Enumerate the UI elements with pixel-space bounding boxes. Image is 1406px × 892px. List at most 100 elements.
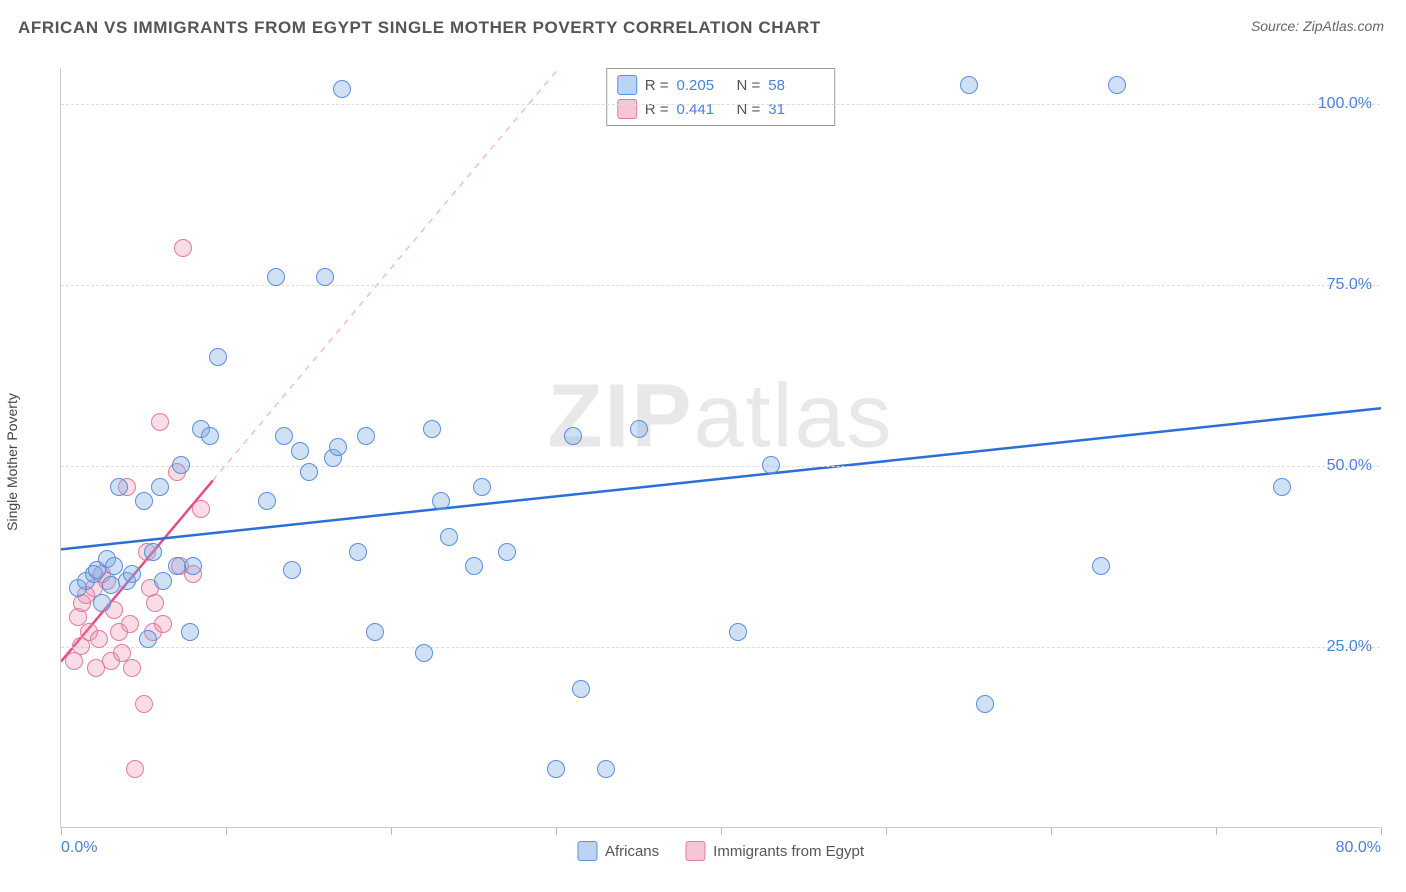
data-point-blue (275, 427, 293, 445)
data-point-blue (172, 456, 190, 474)
data-point-blue (597, 760, 615, 778)
gridline (61, 104, 1380, 105)
legend-correlation: R = 0.205 N = 58 R = 0.441 N = 31 (606, 68, 836, 126)
source-attribution: Source: ZipAtlas.com (1251, 18, 1384, 34)
data-point-blue (498, 543, 516, 561)
legend-swatch-pink (617, 99, 637, 119)
data-point-blue (135, 492, 153, 510)
gridline (61, 466, 1380, 467)
x-tick (721, 827, 722, 835)
y-tick-label: 75.0% (1327, 276, 1372, 294)
chart-title: AFRICAN VS IMMIGRANTS FROM EGYPT SINGLE … (18, 18, 821, 38)
x-tick (226, 827, 227, 835)
x-tick (886, 827, 887, 835)
data-point-blue (465, 557, 483, 575)
data-point-pink (192, 500, 210, 518)
legend-swatch-pink (685, 841, 705, 861)
data-point-blue (168, 557, 186, 575)
legend-label-pink: Immigrants from Egypt (713, 843, 864, 860)
data-point-blue (181, 623, 199, 641)
gridline (61, 285, 1380, 286)
data-point-blue (547, 760, 565, 778)
data-point-blue (209, 348, 227, 366)
x-tick (1051, 827, 1052, 835)
data-point-blue (572, 680, 590, 698)
watermark-bold: ZIP (547, 367, 693, 467)
data-point-blue (960, 76, 978, 94)
data-point-blue (267, 268, 285, 286)
data-point-blue (258, 492, 276, 510)
x-tick-label: 80.0% (1336, 839, 1381, 857)
data-point-blue (976, 695, 994, 713)
legend-corr-row-blue: R = 0.205 N = 58 (617, 73, 821, 97)
legend-r-value: 0.205 (677, 77, 729, 94)
data-point-blue (144, 543, 162, 561)
y-tick-label: 50.0% (1327, 457, 1372, 475)
data-point-blue (105, 557, 123, 575)
y-axis-label: Single Mother Poverty (4, 393, 20, 531)
data-point-blue (154, 572, 172, 590)
legend-n-label: N = (737, 101, 761, 118)
data-point-blue (333, 80, 351, 98)
data-point-blue (415, 644, 433, 662)
watermark: ZIPatlas (547, 366, 893, 469)
legend-item-pink: Immigrants from Egypt (685, 841, 864, 861)
data-point-blue (729, 623, 747, 641)
legend-label-blue: Africans (605, 843, 659, 860)
source-prefix: Source: (1251, 18, 1303, 34)
data-point-blue (473, 478, 491, 496)
legend-r-value: 0.441 (677, 101, 729, 118)
data-point-blue (1092, 557, 1110, 575)
data-point-blue (184, 557, 202, 575)
x-tick (556, 827, 557, 835)
data-point-blue (366, 623, 384, 641)
data-point-pink (174, 239, 192, 257)
data-point-pink (154, 615, 172, 633)
chart-area: Single Mother Poverty ZIPatlas R = 0.205… (18, 62, 1388, 862)
y-tick-label: 100.0% (1318, 95, 1372, 113)
legend-r-label: R = (645, 101, 669, 118)
data-point-blue (440, 528, 458, 546)
data-point-blue (1273, 478, 1291, 496)
data-point-blue (432, 492, 450, 510)
legend-item-blue: Africans (577, 841, 659, 861)
data-point-pink (123, 659, 141, 677)
data-point-blue (123, 565, 141, 583)
data-point-blue (201, 427, 219, 445)
watermark-rest: atlas (693, 367, 893, 467)
data-point-pink (90, 630, 108, 648)
legend-n-value: 58 (768, 77, 820, 94)
data-point-blue (564, 427, 582, 445)
x-tick (391, 827, 392, 835)
trend-solid-blue (61, 408, 1381, 549)
legend-r-label: R = (645, 77, 669, 94)
data-point-pink (126, 760, 144, 778)
plot-region: ZIPatlas R = 0.205 N = 58 R = 0.441 N = … (60, 68, 1380, 828)
trend-dash-pink (213, 68, 559, 481)
legend-corr-row-pink: R = 0.441 N = 31 (617, 97, 821, 121)
x-tick-label: 0.0% (61, 839, 97, 857)
data-point-blue (139, 630, 157, 648)
data-point-pink (146, 594, 164, 612)
data-point-blue (357, 427, 375, 445)
data-point-blue (316, 268, 334, 286)
legend-series: Africans Immigrants from Egypt (577, 841, 864, 861)
data-point-blue (329, 438, 347, 456)
legend-n-label: N = (737, 77, 761, 94)
data-point-blue (93, 594, 111, 612)
gridline (61, 647, 1380, 648)
data-point-blue (291, 442, 309, 460)
data-point-blue (630, 420, 648, 438)
source-name: ZipAtlas.com (1303, 18, 1384, 34)
x-tick (1216, 827, 1217, 835)
data-point-blue (110, 478, 128, 496)
data-point-pink (135, 695, 153, 713)
data-point-blue (423, 420, 441, 438)
data-point-blue (151, 478, 169, 496)
data-point-blue (283, 561, 301, 579)
legend-swatch-blue (617, 75, 637, 95)
x-tick (61, 827, 62, 835)
x-tick (1381, 827, 1382, 835)
data-point-pink (121, 615, 139, 633)
y-tick-label: 25.0% (1327, 638, 1372, 656)
